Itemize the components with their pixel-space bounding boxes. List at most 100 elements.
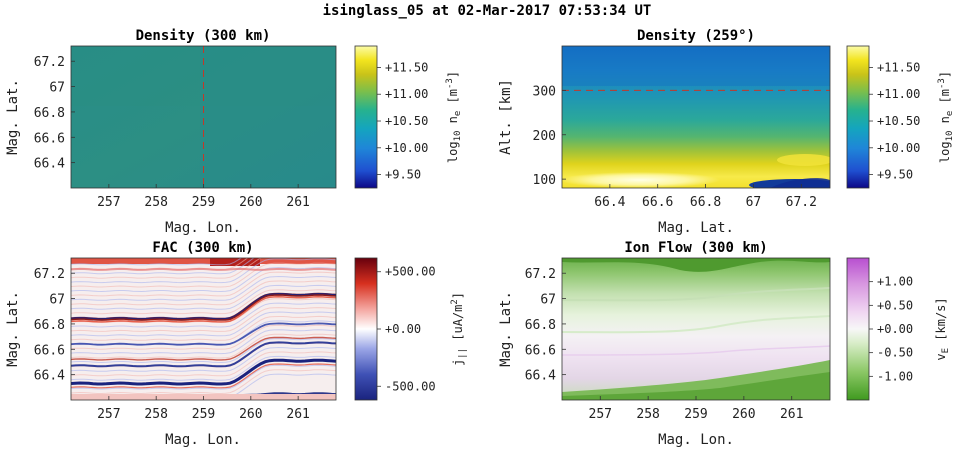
y-tick-label: 100 [533, 173, 556, 188]
x-tick-label: 66.4 [594, 195, 625, 210]
colorbar-tick-label: -1.00 [877, 369, 913, 383]
current-band [71, 258, 255, 275]
heatmap-field [562, 46, 830, 188]
colorbar-tick-label: +0.00 [385, 322, 421, 336]
current-band [71, 338, 336, 364]
x-tick-label: 257 [97, 195, 120, 210]
current-band [71, 364, 336, 390]
y-axis-label: Alt. [km] [498, 79, 514, 155]
colorbar-tick-label: +11.00 [877, 87, 920, 101]
y-tick-label: 66.6 [525, 343, 556, 358]
current-band [71, 267, 336, 293]
current-band [71, 307, 336, 332]
y-tick-label: 67.2 [525, 267, 556, 282]
x-axis-label: Mag. Lon. [658, 432, 734, 448]
panel-ion-flow-300km: Ion Flow (300 km) 257 258 259 260 261 66.4 66… [498, 240, 831, 448]
y-tick-label: 66.6 [34, 131, 65, 146]
current-band [71, 275, 336, 301]
y-tick-label: 66.4 [525, 369, 556, 384]
heatmap-field [71, 258, 336, 400]
colorbar-tick-label: +0.50 [877, 298, 913, 312]
heatmap-field [562, 258, 830, 400]
x-tick-label: 257 [97, 407, 120, 422]
x-tick-label: 66.8 [690, 195, 721, 210]
current-band [71, 336, 336, 361]
current-band [71, 302, 336, 328]
colorbar-tick-label: +1.00 [877, 275, 913, 289]
x-tick-label: 260 [732, 407, 755, 422]
current-band [71, 363, 336, 389]
panel-density-259deg: Density (259°) 66.4 66.6 66.8 67 67.2 100 200… [498, 28, 831, 236]
colorbar-tick-label: -0.50 [877, 346, 913, 360]
colorbar-density-259deg: +9.50 +10.00 +10.50 +11.00 +11.50 log10 ne [… [846, 45, 955, 189]
x-tick-label: 258 [144, 195, 167, 210]
colorbar-label: log10 ne [m-3] [937, 71, 955, 163]
y-tick-label: 67 [49, 293, 65, 308]
panel-title: Density (259°) [637, 28, 755, 44]
colorbar-tick-label: +11.00 [385, 87, 428, 101]
panel-title: Ion Flow (300 km) [624, 240, 767, 256]
current-band [71, 280, 336, 306]
current-band [71, 315, 336, 341]
y-tick-label: 66.8 [525, 318, 556, 333]
current-band [71, 262, 336, 288]
y-axis-label: Mag. Lat. [5, 291, 21, 367]
y-tick-label: 200 [533, 129, 556, 144]
x-tick-label: 259 [192, 407, 215, 422]
current-band [71, 322, 336, 346]
colorbar-tick-label: +10.50 [385, 114, 428, 128]
colorbar-label: log10 ne [m-3] [445, 71, 463, 163]
y-axis-label: Mag. Lat. [5, 79, 21, 155]
y-axis-label: Mag. Lat. [498, 291, 514, 367]
current-band [71, 369, 336, 394]
panel-fac-300km: FAC (300 km) 257 258 259 260 261 66.4 66.6 66.… [5, 240, 337, 448]
current-band [71, 292, 336, 320]
x-tick-label: 260 [239, 195, 262, 210]
x-tick-label: 258 [144, 407, 167, 422]
x-axis-label: Mag. Lat. [658, 220, 734, 236]
colorbar-tick-label: +10.00 [877, 141, 920, 155]
x-tick-label: 261 [780, 407, 803, 422]
x-tick-label: 257 [589, 407, 612, 422]
colorbar-ion-flow: -1.00 -0.50 +0.00 +0.50 +1.00 vE [km/s] [846, 257, 951, 401]
x-tick-label: 259 [192, 195, 215, 210]
panel-density-300km: Density (300 km) 257 258 259 260 261 66.4 66.… [5, 28, 337, 236]
panel-title: FAC (300 km) [152, 240, 253, 256]
current-band [71, 351, 336, 377]
current-band [71, 289, 336, 315]
x-axis-label: Mag. Lon. [165, 432, 241, 448]
figure-title: isinglass_05 at 02-Mar-2017 07:53:34 UT [323, 3, 652, 19]
y-tick-label: 66.4 [34, 369, 65, 384]
current-band [71, 296, 336, 323]
colorbar-density-300km: +9.50 +10.00 +10.50 +11.00 +11.50 log10 ne [… [354, 45, 463, 189]
x-tick-label: 260 [239, 407, 262, 422]
colorbar-tick-label: +11.50 [877, 60, 920, 74]
colorbar-tick-label: +10.50 [877, 114, 920, 128]
current-band [71, 324, 336, 350]
x-tick-label: 67 [746, 195, 762, 210]
current-band [71, 333, 336, 359]
current-band [71, 358, 336, 386]
current-band [71, 329, 336, 355]
current-band [71, 271, 336, 297]
axes-frame [561, 45, 831, 189]
current-band [71, 346, 336, 372]
colorbar-tick-label: +500.00 [385, 265, 436, 279]
y-tick-label: 67.2 [34, 55, 65, 70]
current-band [71, 284, 336, 310]
current-band [71, 258, 336, 284]
panel-title: Density (300 km) [136, 28, 271, 44]
colorbar-tick-label: -500.00 [385, 379, 436, 393]
x-tick-label: 66.6 [642, 195, 673, 210]
current-band [71, 355, 336, 381]
current-band [71, 311, 336, 337]
y-tick-label: 66.8 [34, 318, 65, 333]
x-tick-label: 259 [684, 407, 707, 422]
colorbar-tick-label: +0.00 [877, 322, 913, 336]
current-band [71, 341, 336, 368]
colorbar-fac: -500.00 +0.00 +500.00 j|| [uA/m2] [354, 257, 468, 401]
colorbar-tick-label: +11.50 [385, 60, 428, 74]
colorbar-label: vE [km/s] [934, 297, 951, 360]
y-tick-label: 66.8 [34, 106, 65, 121]
